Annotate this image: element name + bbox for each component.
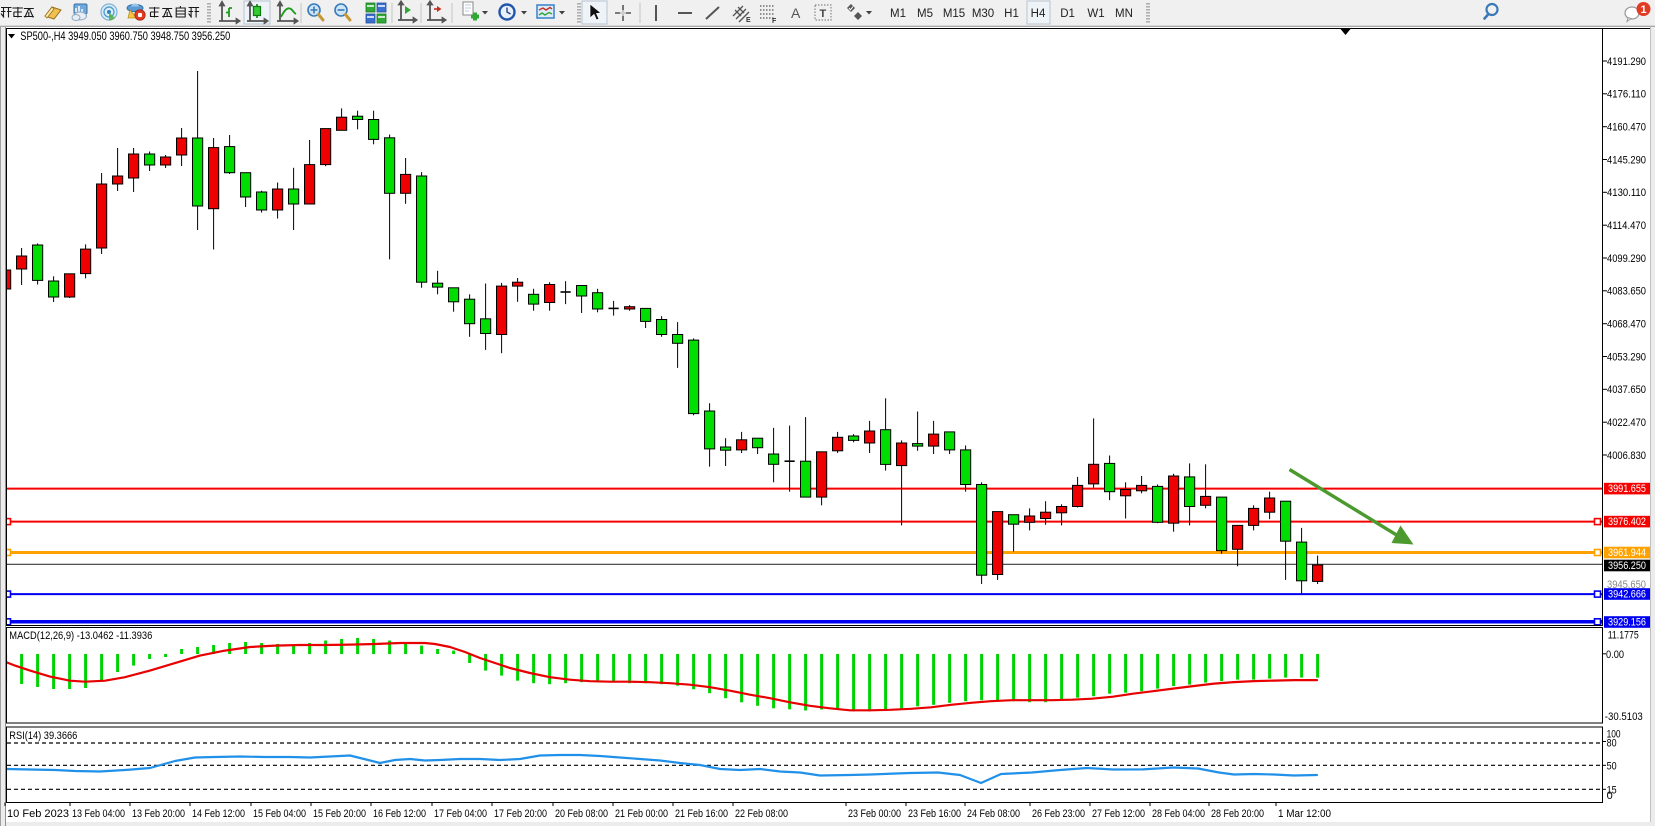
svg-text:A: A [791,5,801,21]
svg-text:28 Feb 20:00: 28 Feb 20:00 [1211,808,1264,820]
svg-text:4145.290: 4145.290 [1607,154,1646,166]
svg-text:3956.250: 3956.250 [1608,560,1646,572]
svg-text:16 Feb 12:00: 16 Feb 12:00 [373,808,426,820]
svg-text:17 Feb 20:00: 17 Feb 20:00 [494,808,547,820]
svg-text:24 Feb 08:00: 24 Feb 08:00 [967,808,1020,820]
svg-text:21 Feb 00:00: 21 Feb 00:00 [615,808,668,820]
svg-text:F: F [772,18,777,25]
svg-text:10 Feb 2023: 10 Feb 2023 [7,808,69,820]
svg-text:4114.470: 4114.470 [1607,220,1646,232]
svg-text:1 Mar 12:00: 1 Mar 12:00 [1278,808,1331,820]
svg-text:4053.290: 4053.290 [1607,351,1646,363]
svg-text:M5: M5 [917,8,933,20]
svg-text:17 Feb 04:00: 17 Feb 04:00 [434,808,487,820]
svg-text:H1: H1 [1004,8,1019,20]
svg-text:4099.290: 4099.290 [1607,253,1646,265]
svg-text:-30.5103: -30.5103 [1605,711,1643,723]
svg-text:1: 1 [1640,4,1646,16]
svg-text:13 Feb 04:00: 13 Feb 04:00 [72,808,125,820]
svg-text:20 Feb 08:00: 20 Feb 08:00 [555,808,608,820]
svg-text:3929.156: 3929.156 [1608,617,1646,629]
svg-text:3945.650: 3945.650 [1607,579,1646,591]
svg-text:3961.944: 3961.944 [1608,547,1646,559]
svg-text:4006.830: 4006.830 [1607,450,1646,462]
svg-text:4176.110: 4176.110 [1607,89,1646,101]
svg-text:15 Feb 04:00: 15 Feb 04:00 [253,808,306,820]
svg-text:80: 80 [1607,738,1617,750]
svg-text:MACD(12,26,9) -13.0462 -11.393: MACD(12,26,9) -13.0462 -11.3936 [9,630,152,642]
svg-text:15: 15 [1607,785,1617,797]
svg-text:100: 100 [1607,728,1621,740]
svg-text:3991.655: 3991.655 [1608,483,1646,495]
svg-text:50: 50 [1607,760,1617,772]
svg-text:H4: H4 [1031,8,1046,20]
svg-text:RSI(14) 39.3666: RSI(14) 39.3666 [9,730,77,742]
svg-text:23 Feb 16:00: 23 Feb 16:00 [908,808,961,820]
svg-text:3942.666: 3942.666 [1608,589,1646,601]
svg-text:27 Feb 12:00: 27 Feb 12:00 [1092,808,1145,820]
svg-text:SP500-,H4 3949.050 3960.750 3: SP500-,H4 3949.050 3960.750 3948.750 395… [20,29,230,43]
svg-text:28 Feb 04:00: 28 Feb 04:00 [1152,808,1205,820]
svg-text:M1: M1 [890,8,906,20]
svg-text:14 Feb 12:00: 14 Feb 12:00 [192,808,245,820]
svg-text:26 Feb 23:00: 26 Feb 23:00 [1032,808,1085,820]
svg-text:13 Feb 20:00: 13 Feb 20:00 [132,808,185,820]
svg-text:4160.470: 4160.470 [1607,122,1646,134]
svg-text:4083.650: 4083.650 [1607,286,1646,298]
svg-text:M30: M30 [972,8,994,20]
svg-text:4037.650: 4037.650 [1607,384,1646,396]
svg-text:3976.402: 3976.402 [1608,516,1646,528]
svg-text:21 Feb 16:00: 21 Feb 16:00 [675,808,728,820]
svg-text:0: 0 [1607,790,1613,802]
svg-text:M15: M15 [943,8,965,20]
svg-text:T: T [820,8,827,20]
svg-text:4130.110: 4130.110 [1607,187,1646,199]
svg-text:4068.470: 4068.470 [1607,319,1646,331]
svg-text:W1: W1 [1087,8,1104,20]
svg-text:MN: MN [1115,8,1133,20]
svg-text:22 Feb 08:00: 22 Feb 08:00 [735,808,788,820]
svg-text:0.00: 0.00 [1606,649,1624,661]
svg-text:23 Feb 00:00: 23 Feb 00:00 [848,808,901,820]
svg-text:4022.470: 4022.470 [1607,417,1646,429]
svg-text:E: E [746,17,751,24]
svg-text:15 Feb 20:00: 15 Feb 20:00 [313,808,366,820]
svg-text:D1: D1 [1060,8,1075,20]
svg-text:11.1775: 11.1775 [1608,630,1639,642]
svg-text:4191.290: 4191.290 [1607,56,1646,68]
